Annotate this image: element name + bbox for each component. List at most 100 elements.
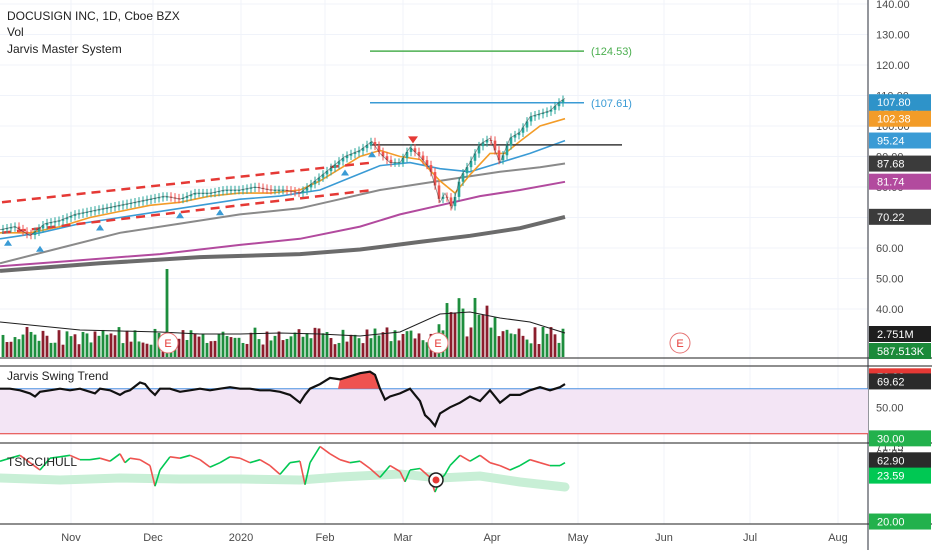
candle-body-319: [317, 177, 321, 181]
candle-body-103: [101, 208, 105, 210]
candle-body-515: [513, 135, 517, 138]
volume-bar-527: [525, 339, 529, 357]
tsi-segment-7: [69, 454, 81, 461]
volume-bar-219: [217, 333, 221, 357]
tsi-segment-46: [419, 467, 431, 478]
buy-marker-5: [341, 169, 349, 176]
candle-body-359: [357, 150, 361, 153]
ma-line-5: [0, 214, 566, 273]
candle-body-543: [541, 112, 545, 115]
candle-body-239: [237, 190, 241, 192]
volume-bar-7: [5, 342, 9, 357]
volume-bar-43: [41, 330, 45, 357]
candle-body-483: [481, 142, 485, 147]
volume-bar-31: [29, 331, 33, 357]
candle-body-563: [561, 99, 565, 103]
candle-body-539: [537, 114, 541, 116]
volume-bar-339: [337, 342, 341, 357]
volume-bar-215: [213, 340, 217, 357]
tsi-segment-44: [404, 469, 411, 483]
swing-line: [0, 370, 566, 429]
price-tick-10: 40.00: [876, 304, 904, 316]
candle-body-83: [81, 212, 85, 214]
volume-bar-115: [113, 335, 117, 357]
candle-body-507: [505, 145, 509, 156]
volume-bar-207: [205, 342, 209, 357]
tsi-segment-15: [139, 459, 151, 467]
candle-body-227: [225, 190, 229, 192]
candle-body-479: [477, 146, 481, 154]
tsi-badge-2-bg: [869, 513, 931, 530]
candle-body-215: [213, 192, 217, 194]
swing-title: Jarvis Swing Trend: [7, 369, 108, 383]
tsi-segment-35: [319, 445, 331, 455]
candle-body-43: [41, 225, 45, 229]
volume-bar-347: [345, 341, 349, 357]
volume-bar-503: [501, 331, 505, 357]
volume-bar-483: [481, 314, 485, 357]
volume-bar-203: [201, 333, 205, 357]
candle-body-279: [277, 190, 281, 192]
volume-bar-35: [33, 334, 37, 357]
candle-body-251: [249, 187, 253, 189]
volume-bar-387: [385, 327, 389, 357]
volume-bar-135: [133, 330, 137, 357]
volume-badge-0: 2.751M: [877, 329, 914, 341]
earnings-marker-1: [427, 332, 449, 354]
volume-bar-307: [305, 333, 309, 357]
time-tick-1: Dec: [143, 532, 163, 544]
tsi-segment-38: [349, 460, 361, 464]
candle-body-307: [305, 187, 309, 191]
volume-bar-319: [317, 328, 321, 357]
candle-body-23: [21, 229, 25, 232]
candle-body-247: [245, 188, 249, 190]
candle-body-275: [273, 190, 277, 192]
volume-bar-327: [325, 332, 329, 357]
volume-bar-447: [445, 303, 449, 357]
candle-body-211: [209, 192, 213, 194]
tsi-segment-20: [179, 454, 191, 459]
volume-bar-511: [509, 333, 513, 357]
tsi-segment-52: [459, 454, 471, 462]
tsi-segment-33: [304, 462, 311, 485]
price-badge-2: 102.38: [877, 114, 911, 126]
volume-bar-255: [253, 327, 257, 357]
volume-bar-191: [189, 330, 193, 357]
volume-bar-247: [245, 343, 249, 357]
candle-body-327: [325, 171, 329, 175]
tsi-segment-28: [259, 459, 271, 467]
candle-body-431: [429, 165, 433, 173]
tsi-segment-12: [119, 453, 126, 464]
buy-marker-6: [368, 151, 376, 158]
candle-body-39: [37, 228, 41, 232]
volume-bar-23: [21, 334, 25, 357]
candle-body-535: [533, 115, 537, 117]
candle-body-119: [117, 205, 121, 207]
price-badge-5: 81.74: [877, 177, 905, 189]
volume-bar-363: [361, 343, 365, 357]
candle-body-455: [453, 196, 457, 207]
ma-line-4: [0, 180, 566, 268]
volume-bar-563: [561, 328, 565, 357]
candle-body-511: [509, 137, 513, 146]
tsi-segment-58: [519, 459, 531, 467]
volume-bar-227: [225, 336, 229, 357]
candle-body-555: [553, 106, 557, 110]
volume-bar-491: [489, 327, 493, 357]
volume-bar-283: [281, 340, 285, 357]
volume-bar-459: [457, 298, 461, 357]
candle-body-19: [17, 226, 21, 230]
volume-bar-331: [329, 338, 333, 357]
candle-body-15: [13, 226, 17, 228]
tsi-title: TSICCIHULL: [7, 455, 77, 469]
tsi-segment-1: [9, 454, 21, 459]
volume-bar-11: [9, 341, 13, 357]
time-tick-2: 2020: [229, 532, 253, 544]
candle-body-551: [549, 109, 553, 112]
legend-symbol: DOCUSIGN INC, 1D, Cboe BZX: [7, 9, 180, 23]
swing-overbought-fill: [338, 371, 382, 389]
tsi-pane: [0, 445, 570, 493]
tsi-segment-25: [229, 456, 241, 459]
price-tick-8: 60.00: [876, 243, 904, 255]
